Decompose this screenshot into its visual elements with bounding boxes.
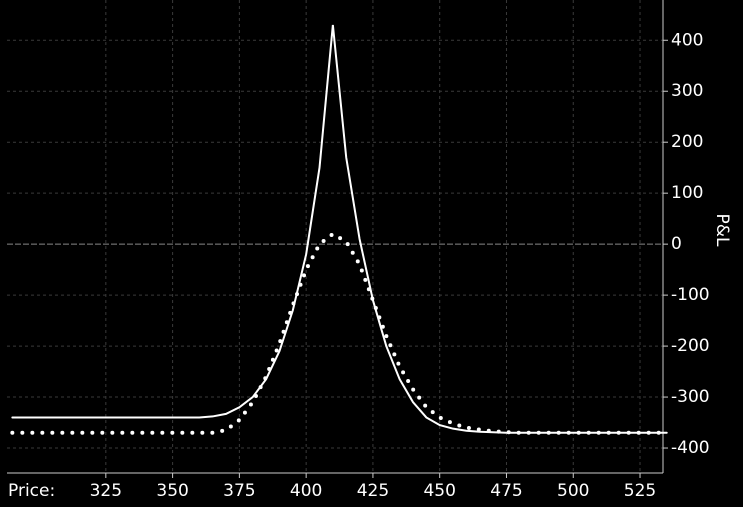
y-tick-label: 200 [671, 132, 703, 152]
x-tick-label: 500 [557, 481, 589, 501]
y-tick-label: -100 [671, 285, 710, 305]
y-tick-label: -400 [671, 438, 710, 458]
y-tick-label: -300 [671, 387, 710, 407]
x-tick-label: 325 [90, 481, 122, 501]
x-axis-label: Price: [8, 481, 55, 501]
y-tick-label: 0 [671, 234, 682, 254]
x-tick-label: 375 [223, 481, 255, 501]
x-tick-label: 450 [423, 481, 455, 501]
x-tick-label: 525 [624, 481, 656, 501]
y-axis-label: P&L [712, 214, 732, 248]
x-tick-label: 350 [156, 481, 188, 501]
y-tick-label: 100 [671, 183, 703, 203]
x-tick-label: 425 [357, 481, 389, 501]
y-tick-label: 300 [671, 81, 703, 101]
x-tick-label: 475 [490, 481, 522, 501]
series-line [10, 231, 669, 435]
y-tick-label: -200 [671, 336, 710, 356]
x-tick-label: 400 [290, 481, 322, 501]
y-tick-label: 400 [671, 30, 703, 50]
